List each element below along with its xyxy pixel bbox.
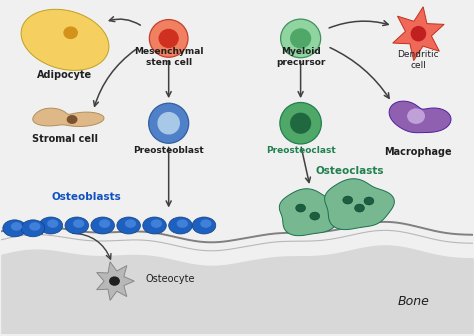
Ellipse shape	[343, 196, 353, 204]
Ellipse shape	[177, 219, 188, 228]
Ellipse shape	[99, 219, 110, 228]
Text: Osteoblasts: Osteoblasts	[51, 192, 121, 202]
Text: Dendritic
cell: Dendritic cell	[398, 50, 439, 70]
Ellipse shape	[280, 102, 321, 144]
Text: Stromal cell: Stromal cell	[32, 134, 98, 144]
Text: Osteoclasts: Osteoclasts	[316, 166, 384, 176]
Ellipse shape	[47, 219, 58, 228]
Text: Myeloid
precursor: Myeloid precursor	[276, 47, 325, 67]
Ellipse shape	[291, 29, 310, 48]
Ellipse shape	[39, 217, 63, 234]
Polygon shape	[389, 101, 451, 133]
Ellipse shape	[64, 27, 77, 38]
Ellipse shape	[200, 219, 211, 228]
Ellipse shape	[117, 217, 140, 234]
Ellipse shape	[355, 204, 365, 212]
Ellipse shape	[192, 217, 216, 234]
Text: Mesenchymal
stem cell: Mesenchymal stem cell	[134, 47, 203, 67]
Ellipse shape	[125, 219, 136, 228]
Text: Preosteoblast: Preosteoblast	[133, 146, 204, 155]
Ellipse shape	[310, 212, 319, 220]
Ellipse shape	[143, 217, 166, 234]
Ellipse shape	[296, 204, 306, 212]
Polygon shape	[393, 7, 444, 60]
Ellipse shape	[67, 116, 77, 123]
Ellipse shape	[29, 222, 40, 231]
Text: Osteocyte: Osteocyte	[145, 274, 195, 284]
Ellipse shape	[110, 277, 119, 285]
Ellipse shape	[408, 109, 424, 123]
Ellipse shape	[291, 113, 310, 133]
Ellipse shape	[158, 113, 179, 134]
Ellipse shape	[169, 217, 192, 234]
Polygon shape	[97, 262, 134, 300]
Ellipse shape	[11, 222, 22, 231]
Ellipse shape	[149, 19, 188, 57]
Ellipse shape	[159, 30, 178, 47]
Text: Macrophage: Macrophage	[384, 147, 452, 157]
Ellipse shape	[364, 197, 374, 205]
Ellipse shape	[73, 219, 84, 228]
Polygon shape	[279, 189, 345, 236]
Text: Preosteoclast: Preosteoclast	[266, 146, 336, 155]
Ellipse shape	[3, 220, 27, 237]
Ellipse shape	[65, 217, 89, 234]
Ellipse shape	[411, 27, 426, 41]
Ellipse shape	[21, 220, 45, 237]
Ellipse shape	[151, 219, 162, 228]
Polygon shape	[325, 179, 394, 229]
Text: Bone: Bone	[397, 295, 429, 308]
Polygon shape	[21, 9, 109, 70]
Ellipse shape	[149, 103, 189, 143]
Text: Adipocyte: Adipocyte	[37, 70, 92, 80]
Ellipse shape	[91, 217, 115, 234]
Polygon shape	[33, 108, 104, 126]
Ellipse shape	[281, 19, 320, 58]
